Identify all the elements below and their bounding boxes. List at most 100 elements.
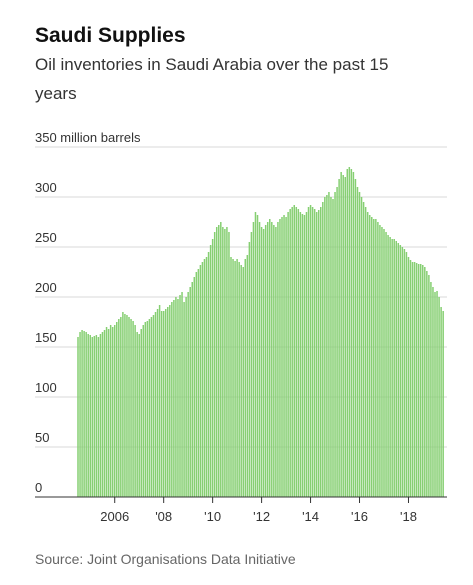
bar [307, 207, 310, 497]
bar [187, 292, 189, 497]
bar [181, 292, 183, 497]
bar [201, 262, 204, 497]
bar [332, 199, 334, 497]
bar [238, 262, 240, 497]
bar [336, 187, 338, 497]
bar [315, 212, 318, 497]
bar [338, 179, 340, 497]
bar [220, 222, 222, 497]
bar [89, 335, 91, 497]
bar [387, 235, 389, 497]
bar [226, 227, 228, 497]
bar [199, 265, 202, 497]
bar [142, 325, 145, 497]
bar [236, 259, 238, 497]
bar [364, 207, 367, 497]
bar [430, 282, 432, 497]
bar [179, 295, 181, 497]
bar [271, 222, 273, 497]
bar [328, 192, 330, 497]
bar [385, 232, 387, 497]
bar [177, 299, 179, 497]
bar [434, 292, 436, 497]
y-tick-label: 100 [35, 380, 57, 395]
x-tick-label: '14 [302, 509, 319, 524]
bar [334, 192, 336, 497]
bar [79, 332, 81, 497]
bar [232, 259, 234, 497]
bar [222, 227, 224, 497]
bar [234, 261, 236, 497]
bar [424, 267, 426, 497]
bar [348, 167, 351, 497]
bar [368, 215, 371, 497]
bar [197, 269, 200, 497]
bar [413, 262, 416, 497]
bar [275, 227, 277, 497]
bar [148, 319, 151, 497]
bar [273, 225, 275, 497]
bar [426, 271, 428, 497]
bar [101, 332, 104, 497]
bar [297, 209, 300, 497]
bar [397, 243, 400, 497]
chart-subtitle: Oil inventories in Saudi Arabia over the… [35, 55, 388, 74]
bar [266, 222, 269, 497]
bar [419, 264, 422, 497]
bar [83, 331, 85, 497]
bar [211, 239, 214, 497]
bar [375, 219, 377, 497]
bar [317, 210, 320, 497]
bar [305, 212, 308, 497]
bar [118, 319, 120, 497]
bar [311, 207, 314, 497]
bar [428, 275, 430, 497]
bar [256, 215, 259, 497]
bar [301, 214, 304, 497]
bar [230, 257, 232, 497]
bar [342, 175, 344, 497]
bar [203, 259, 206, 497]
bar [411, 262, 414, 497]
bar [173, 300, 175, 497]
bar [144, 322, 147, 497]
bar [152, 315, 155, 497]
bar [322, 202, 324, 497]
bar [279, 219, 281, 497]
bar [77, 337, 79, 497]
bar [366, 212, 369, 497]
bar [436, 291, 438, 497]
bar [409, 260, 412, 497]
bar [85, 332, 87, 497]
bar [391, 239, 393, 497]
bar [134, 325, 136, 497]
bar [124, 314, 126, 497]
bar [240, 265, 242, 497]
bar [164, 309, 167, 497]
bar [422, 265, 424, 497]
x-tick-label: '16 [351, 509, 368, 524]
bar [299, 212, 302, 497]
bar [128, 317, 130, 497]
bar [326, 195, 328, 497]
bar [281, 217, 283, 497]
bar [358, 192, 361, 497]
bar [360, 197, 363, 497]
y-tick-label: 250 [35, 230, 57, 245]
bar [371, 217, 373, 497]
bar [438, 297, 440, 497]
bar [262, 229, 265, 497]
bar [356, 187, 359, 497]
bar [287, 212, 289, 497]
bar [171, 302, 173, 497]
chart-subtitle: years [35, 84, 77, 103]
bar [99, 334, 102, 497]
bar [120, 317, 122, 497]
bar [252, 222, 255, 497]
bar [95, 335, 98, 497]
bar [344, 177, 346, 497]
bar [264, 225, 267, 497]
bar [160, 311, 163, 497]
bar [242, 267, 244, 497]
